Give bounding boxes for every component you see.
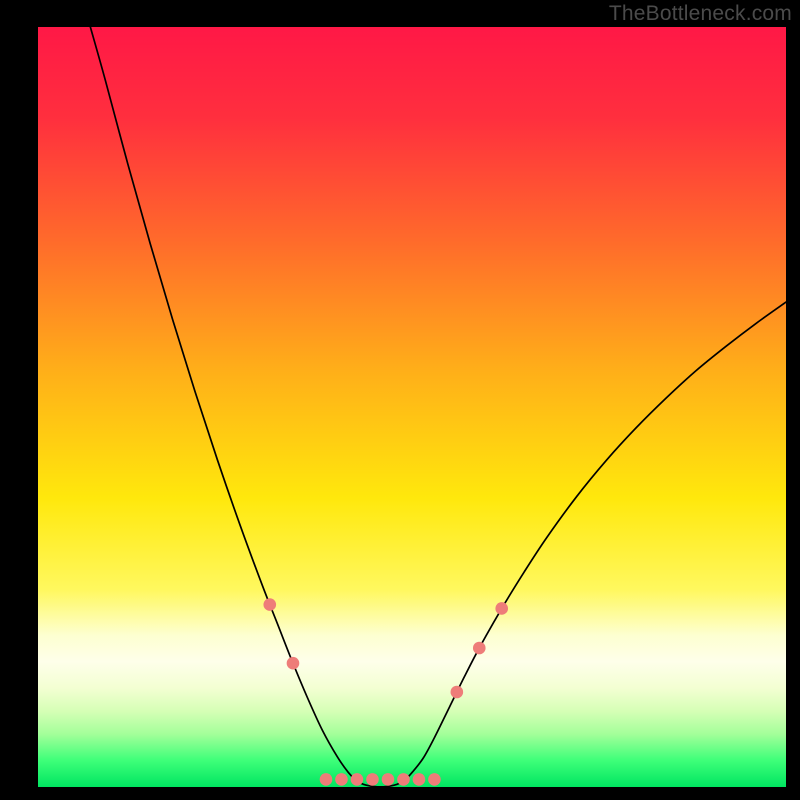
data-dot (413, 773, 426, 786)
data-dot (263, 598, 276, 611)
data-dot (320, 773, 333, 786)
data-dot (397, 773, 410, 786)
data-dot (495, 602, 508, 615)
data-dot (473, 642, 486, 655)
data-dot (428, 773, 441, 786)
data-dot (351, 773, 364, 786)
gradient-background (38, 27, 786, 787)
plot-area (38, 27, 786, 787)
data-dot (366, 773, 379, 786)
data-dot (382, 773, 395, 786)
data-dot (335, 773, 348, 786)
plot-svg (38, 27, 786, 787)
data-dot (287, 657, 300, 670)
watermark-text: TheBottleneck.com (609, 2, 792, 26)
data-dot (451, 686, 464, 699)
chart-canvas: TheBottleneck.com (0, 0, 800, 800)
